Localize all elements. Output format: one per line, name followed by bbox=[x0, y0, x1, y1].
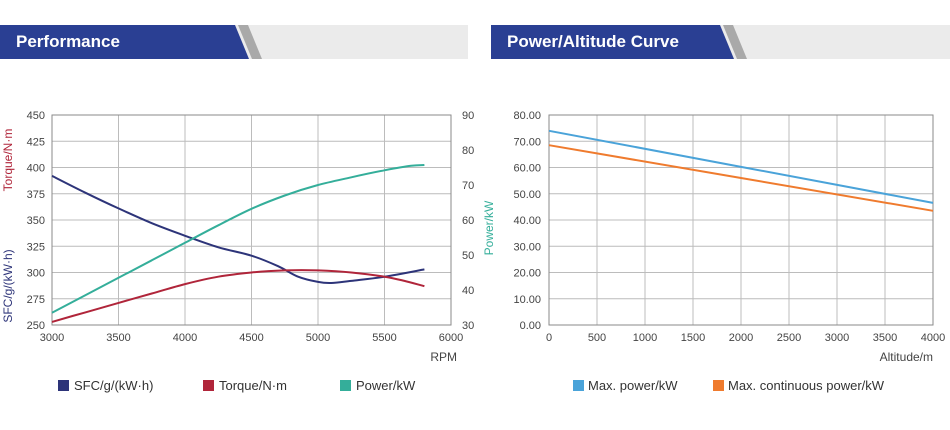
y-left-tick-label: 275 bbox=[27, 294, 45, 306]
legend-swatch bbox=[340, 380, 351, 391]
y-tick-label: 10.00 bbox=[513, 294, 541, 306]
x-tick-label: 5500 bbox=[372, 332, 396, 344]
series-line bbox=[548, 129, 934, 204]
legend-swatch bbox=[573, 380, 584, 391]
y-tick-label: 0.00 bbox=[520, 320, 541, 332]
y-left-tick-label: 425 bbox=[27, 136, 45, 148]
series-line bbox=[51, 164, 425, 314]
x-tick-label: 4500 bbox=[239, 332, 263, 344]
y-left-tick-label: 325 bbox=[27, 241, 45, 253]
y-tick-label: 70.00 bbox=[513, 136, 541, 148]
x-tick-label: 2500 bbox=[777, 332, 801, 344]
x-tick-label: 2000 bbox=[729, 332, 753, 344]
x-tick-label: 3000 bbox=[40, 332, 64, 344]
performance-header: Performance bbox=[0, 25, 468, 59]
y-left-tick-label: 350 bbox=[27, 215, 45, 227]
y-tick-label: 30.00 bbox=[513, 241, 541, 253]
y-right-tick-label: 90 bbox=[462, 110, 474, 122]
x-tick-label: 0 bbox=[546, 332, 552, 344]
plot-frame bbox=[548, 114, 934, 326]
y-left-tick-label: 300 bbox=[27, 268, 45, 280]
y-tick-label: 40.00 bbox=[513, 215, 541, 227]
x-tick-label: 5000 bbox=[306, 332, 330, 344]
legend-label: Max. power/kW bbox=[588, 378, 678, 393]
y-right-tick-label: 70 bbox=[462, 180, 474, 192]
legend-swatch bbox=[58, 380, 69, 391]
x-axis-label: Altitude/m bbox=[880, 350, 933, 364]
legend-label: SFC/g/(kW·h) bbox=[74, 378, 153, 393]
plot-frame bbox=[51, 114, 452, 326]
y-axis-label-torque: Torque/N·m bbox=[1, 129, 15, 192]
x-tick-label: 4000 bbox=[173, 332, 197, 344]
performance-title: Performance bbox=[16, 32, 120, 51]
series-line bbox=[548, 144, 934, 212]
x-tick-label: 3000 bbox=[825, 332, 849, 344]
x-tick-label: 3500 bbox=[873, 332, 897, 344]
y-left-tick-label: 400 bbox=[27, 163, 45, 175]
power-altitude-header: Power/Altitude Curve bbox=[491, 25, 950, 59]
y-axis-label-power: Power/kW bbox=[482, 200, 496, 255]
x-tick-label: 1000 bbox=[633, 332, 657, 344]
x-tick-label: 1500 bbox=[681, 332, 705, 344]
legend-label: Power/kW bbox=[356, 378, 416, 393]
y-left-tick-label: 250 bbox=[27, 320, 45, 332]
y-right-tick-label: 80 bbox=[462, 145, 474, 157]
series-line bbox=[51, 269, 425, 323]
header-tab bbox=[0, 25, 249, 59]
legend-swatch bbox=[203, 380, 214, 391]
y-tick-label: 60.00 bbox=[513, 163, 541, 175]
x-tick-label: 4000 bbox=[921, 332, 945, 344]
power-altitude-title: Power/Altitude Curve bbox=[507, 32, 679, 51]
y-tick-label: 50.00 bbox=[513, 189, 541, 201]
y-axis-label-sfc: SFC/g/(kW·h) bbox=[1, 249, 15, 322]
y-left-tick-label: 450 bbox=[27, 110, 45, 122]
y-right-tick-label: 40 bbox=[462, 285, 474, 297]
series-line bbox=[51, 175, 425, 285]
x-axis-label: RPM bbox=[430, 350, 457, 364]
y-right-tick-label: 50 bbox=[462, 250, 474, 262]
x-tick-label: 500 bbox=[588, 332, 606, 344]
y-left-tick-label: 375 bbox=[27, 189, 45, 201]
legend-label: Max. continuous power/kW bbox=[728, 378, 885, 393]
x-tick-label: 6000 bbox=[439, 332, 463, 344]
legend-label: Torque/N·m bbox=[219, 378, 287, 393]
y-tick-label: 80.00 bbox=[513, 110, 541, 122]
y-right-tick-label: 30 bbox=[462, 320, 474, 332]
y-tick-label: 20.00 bbox=[513, 268, 541, 280]
x-tick-label: 3500 bbox=[106, 332, 130, 344]
y-right-tick-label: 60 bbox=[462, 215, 474, 227]
legend-swatch bbox=[713, 380, 724, 391]
header-tab bbox=[491, 25, 734, 59]
